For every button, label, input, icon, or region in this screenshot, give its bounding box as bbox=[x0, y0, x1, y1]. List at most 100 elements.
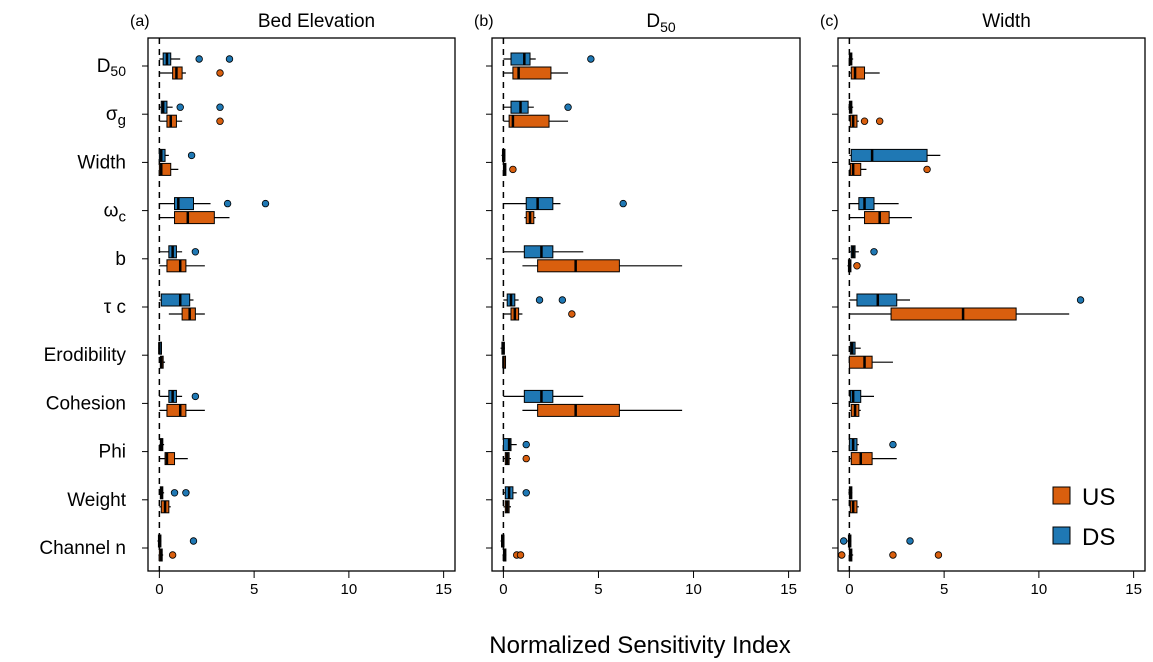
box-ds bbox=[503, 52, 595, 66]
box-us bbox=[158, 548, 177, 562]
x-tick-label: 0 bbox=[155, 581, 163, 598]
box-ds bbox=[849, 197, 899, 211]
outlier-point bbox=[522, 489, 530, 497]
outlier-point bbox=[838, 551, 846, 559]
box-ds bbox=[158, 148, 196, 162]
outlier-point bbox=[225, 55, 234, 63]
outlier-point bbox=[860, 117, 869, 125]
x-tick-label: 15 bbox=[1125, 581, 1142, 598]
category-label: Weight bbox=[67, 490, 127, 511]
box-us bbox=[522, 259, 683, 273]
panel-2: (b) D50 0 5 10 15 bbox=[474, 11, 801, 598]
outlier-point bbox=[564, 103, 572, 111]
box-ds bbox=[848, 438, 897, 452]
box-iqr bbox=[858, 197, 875, 211]
panel-title: D50 bbox=[646, 11, 676, 35]
box-ds bbox=[500, 534, 505, 548]
outlier-point bbox=[509, 165, 517, 174]
panel-letter: (a) bbox=[130, 13, 150, 30]
box-ds bbox=[849, 293, 1085, 307]
outlier-point bbox=[191, 248, 200, 256]
box-us bbox=[849, 66, 880, 80]
outlier-point bbox=[535, 296, 544, 304]
box-iqr bbox=[508, 114, 550, 128]
box-ds bbox=[157, 534, 198, 548]
outlier-point bbox=[522, 454, 530, 463]
panel-3: (c) Width 0 5 10 15 bbox=[820, 11, 1146, 598]
x-tick-label: 5 bbox=[250, 581, 258, 598]
box-ds bbox=[503, 486, 530, 500]
x-tick-label: 10 bbox=[341, 581, 358, 598]
box-iqr bbox=[512, 66, 552, 80]
box-us bbox=[849, 114, 884, 128]
outlier-point bbox=[875, 117, 884, 125]
box-us bbox=[159, 66, 224, 80]
box-iqr bbox=[864, 211, 890, 225]
outlier-point bbox=[906, 537, 914, 545]
x-tick-label: 0 bbox=[499, 581, 507, 598]
panel-letter: (b) bbox=[474, 13, 494, 30]
outlier-point bbox=[182, 489, 190, 497]
box-us bbox=[849, 307, 1070, 321]
legend-label-ds: DS bbox=[1082, 524, 1115, 551]
category-label: b bbox=[115, 249, 126, 270]
box-iqr bbox=[174, 211, 215, 225]
box-us bbox=[503, 307, 576, 321]
box-us bbox=[503, 114, 569, 128]
x-tick-label: 10 bbox=[1031, 581, 1048, 598]
outlier-point bbox=[923, 165, 931, 174]
box-us bbox=[159, 500, 171, 514]
box-ds bbox=[159, 438, 165, 452]
outlier-point bbox=[587, 55, 595, 63]
box-ds bbox=[502, 438, 530, 452]
box-us bbox=[849, 500, 859, 514]
box-ds bbox=[159, 100, 224, 114]
box-iqr bbox=[510, 52, 531, 66]
outlier-point bbox=[870, 248, 878, 256]
box-us bbox=[847, 259, 861, 273]
box-us bbox=[503, 452, 530, 466]
box-ds bbox=[503, 389, 584, 403]
box-iqr bbox=[850, 148, 928, 162]
box-us bbox=[848, 355, 893, 369]
outlier-point bbox=[934, 551, 943, 559]
box-us bbox=[503, 500, 512, 514]
box-ds bbox=[849, 341, 861, 355]
box-ds bbox=[503, 100, 572, 114]
outlier-point bbox=[189, 537, 198, 545]
box-ds bbox=[848, 52, 854, 66]
box-us bbox=[522, 403, 683, 417]
box-us bbox=[159, 114, 224, 128]
outlier-point bbox=[516, 551, 525, 559]
box-iqr bbox=[523, 389, 554, 403]
box-us bbox=[849, 211, 912, 225]
legend-swatch-ds bbox=[1052, 526, 1071, 545]
category-label: D50 bbox=[97, 56, 127, 79]
box-ds bbox=[159, 52, 234, 66]
box-ds bbox=[849, 389, 875, 403]
box-ds bbox=[839, 534, 914, 548]
box-ds bbox=[503, 245, 584, 259]
box-iqr bbox=[158, 162, 172, 176]
box-iqr bbox=[849, 162, 862, 176]
box-us bbox=[159, 403, 205, 417]
box-ds bbox=[501, 148, 506, 162]
category-label: σg bbox=[106, 104, 126, 129]
box-iqr bbox=[848, 355, 873, 369]
category-label: Phi bbox=[99, 442, 126, 463]
box-us bbox=[849, 403, 861, 417]
x-tick-label: 5 bbox=[940, 581, 948, 598]
panel-title: Width bbox=[982, 11, 1031, 32]
category-label: Channel n bbox=[39, 538, 126, 559]
category-label: τ c bbox=[104, 297, 126, 318]
box-ds bbox=[159, 245, 200, 259]
x-axis-label: Normalized Sensitivity Index bbox=[489, 632, 790, 659]
box-iqr bbox=[525, 197, 554, 211]
category-labels: D50 σg Width ωc b τ c Erodibility Cohesion Phi We… bbox=[39, 56, 126, 559]
outlier-point bbox=[223, 199, 232, 208]
plot-frame bbox=[837, 37, 1146, 572]
box-us bbox=[524, 211, 536, 225]
outlier-point bbox=[1076, 296, 1085, 304]
box-us bbox=[168, 307, 205, 321]
legend-label-us: US bbox=[1082, 484, 1115, 511]
